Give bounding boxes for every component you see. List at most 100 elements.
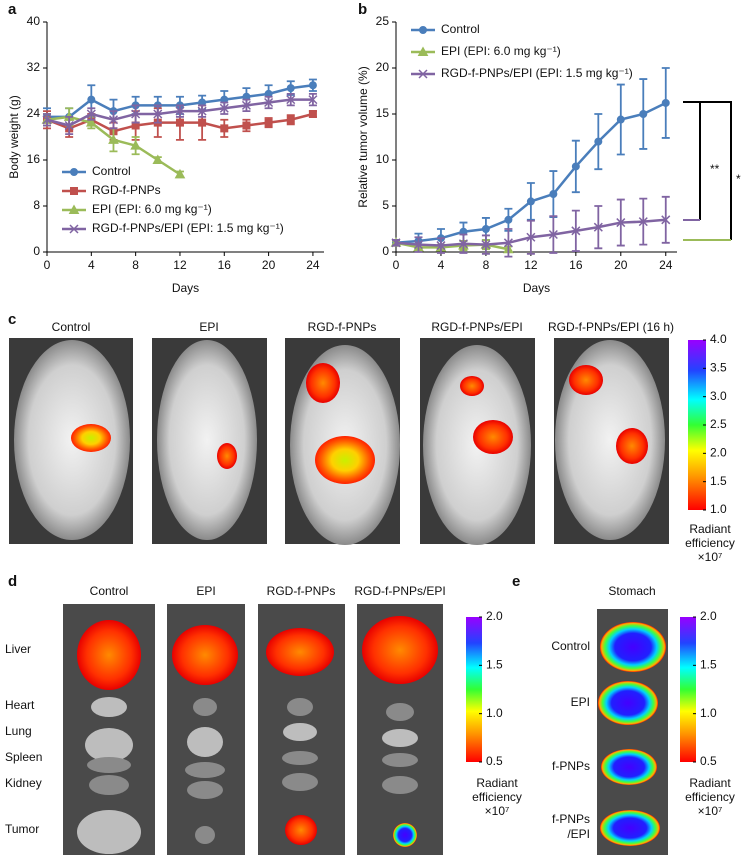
legend-marker	[417, 46, 429, 56]
colorbar-tick-label: 1.0	[700, 706, 717, 720]
marker	[391, 238, 401, 248]
image-title: Control	[90, 584, 129, 598]
colorbar-title: Radiant	[476, 776, 518, 790]
row-label: f-PNPs	[552, 759, 590, 773]
panel-d-images	[63, 604, 482, 855]
colorbar-title: efficiency	[685, 536, 735, 550]
x-axis-label: Days	[523, 281, 550, 295]
y-tick-label: 16	[27, 152, 41, 166]
marker	[286, 84, 295, 93]
marker	[616, 115, 625, 124]
marker	[458, 239, 468, 249]
y-tick-label: 10	[376, 152, 390, 166]
colorbar-title: ×10⁷	[698, 804, 723, 818]
marker	[661, 98, 670, 107]
marker	[526, 232, 536, 242]
colorbar-title: ×10⁷	[698, 550, 723, 564]
annotation: **	[710, 162, 720, 176]
panel-label: c	[8, 311, 16, 328]
marker	[436, 241, 446, 251]
marker	[152, 154, 164, 164]
colorbar-tick-label: 2.5	[710, 417, 727, 431]
marker	[571, 162, 580, 171]
colorbar-title: Radiant	[689, 522, 731, 536]
organ-label: Tumor	[5, 822, 39, 836]
y-tick-label: 32	[27, 60, 41, 74]
legend-marker	[70, 168, 78, 176]
y-axis-label: Body weight (g)	[7, 95, 21, 178]
colorbar-tick-label: 1.0	[486, 706, 503, 720]
marker	[87, 95, 96, 104]
annotation: *	[736, 172, 741, 186]
colorbar-tick-label: 0.5	[700, 754, 717, 768]
image-title: Stomach	[608, 584, 655, 598]
marker	[264, 97, 274, 108]
marker	[286, 95, 296, 105]
marker	[549, 190, 558, 199]
marker	[481, 225, 490, 233]
colorbar-title: efficiency	[685, 790, 735, 804]
significance-brackets	[683, 101, 732, 241]
panel-label: d	[8, 573, 17, 590]
x-tick-label: 0	[393, 258, 400, 272]
panel-c-images	[9, 338, 706, 545]
marker	[638, 217, 648, 227]
x-tick-label: 12	[524, 258, 538, 272]
panel-label: e	[512, 573, 520, 590]
marker	[197, 106, 207, 116]
marker	[413, 240, 424, 250]
organ-label: Liver	[5, 642, 31, 656]
x-axis-label: Days	[172, 281, 199, 295]
marker	[661, 215, 671, 225]
marker	[526, 197, 535, 206]
marker	[153, 109, 163, 119]
legend-marker	[418, 69, 428, 79]
y-tick-label: 40	[27, 14, 41, 28]
marker	[639, 110, 648, 118]
panel-label: a	[8, 1, 17, 18]
row-label: Control	[551, 639, 590, 653]
image-title: RGD-f-PNPs	[267, 584, 336, 598]
colorbar-tick-label: 1.5	[486, 658, 503, 672]
colorbar-title: ×10⁷	[485, 804, 510, 818]
colorbar-tick-label: 2.0	[486, 609, 503, 623]
row-label: EPI	[571, 695, 590, 709]
row-label: f-PNPs	[552, 812, 590, 826]
y-tick-label: 24	[27, 106, 41, 120]
x-tick-label: 24	[659, 258, 673, 272]
image-title: RGD-f-PNPs	[308, 320, 377, 334]
marker	[593, 222, 603, 232]
organ-label: Spleen	[5, 750, 42, 764]
x-tick-label: 12	[173, 258, 187, 272]
marker	[198, 118, 207, 127]
colorbar-tick-label: 4.0	[710, 332, 727, 346]
row-label: /EPI	[567, 827, 590, 841]
marker	[286, 115, 295, 124]
y-tick-label: 20	[376, 60, 390, 74]
x-tick-label: 20	[262, 258, 276, 272]
marker	[131, 109, 141, 119]
marker	[503, 238, 513, 248]
colorbar-tick-label: 3.5	[710, 361, 727, 375]
marker	[594, 137, 603, 146]
marker	[42, 115, 52, 125]
x-tick-label: 16	[569, 258, 583, 272]
marker	[174, 168, 186, 179]
legend-marker	[419, 26, 427, 34]
image-title: RGD-f-PNPs/EPI (16 h)	[548, 320, 674, 334]
image-title: EPI	[196, 584, 215, 598]
legend-marker	[69, 224, 79, 234]
x-tick-label: 4	[438, 258, 445, 272]
x-tick-label: 16	[218, 258, 232, 272]
marker	[241, 100, 251, 110]
x-tick-label: 8	[132, 258, 139, 272]
colorbar-tick-label: 1.5	[700, 658, 717, 672]
marker	[108, 115, 119, 125]
legend-label: EPI (EPI: 6.0 mg kg⁻¹)	[92, 202, 212, 216]
x-tick-label: 4	[88, 258, 95, 272]
legend-label: Control	[441, 22, 480, 36]
colorbar-tick-label: 2.0	[700, 609, 717, 623]
marker	[108, 134, 119, 144]
panel-e-images	[597, 609, 696, 855]
